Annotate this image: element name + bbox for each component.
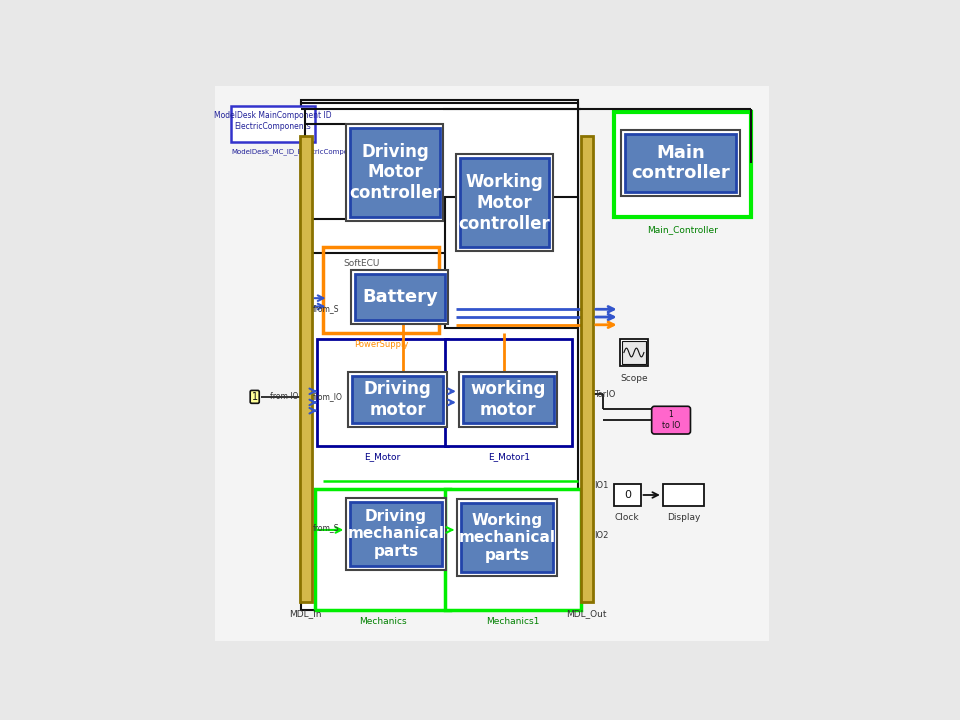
Bar — [614, 484, 640, 506]
Bar — [457, 500, 557, 576]
Text: Mechanics1: Mechanics1 — [486, 617, 540, 626]
Text: Clock: Clock — [615, 513, 639, 522]
Text: MDL_Out: MDL_Out — [566, 608, 607, 618]
Bar — [318, 339, 447, 446]
Bar — [581, 136, 593, 602]
Text: Display: Display — [667, 513, 700, 522]
Text: Battery: Battery — [362, 288, 438, 306]
Bar — [348, 372, 447, 427]
Text: from_IO: from_IO — [313, 392, 343, 401]
Bar — [352, 377, 444, 423]
Bar — [619, 338, 648, 366]
Text: IO2: IO2 — [594, 531, 609, 540]
Bar — [323, 247, 440, 333]
Text: 0: 0 — [624, 490, 631, 500]
Text: ModelDesk MainComponent ID
ElectricComponents: ModelDesk MainComponent ID ElectricCompo… — [214, 112, 332, 131]
Bar — [350, 127, 440, 217]
Text: from_S: from_S — [313, 304, 340, 312]
Text: 1: 1 — [252, 392, 258, 402]
Bar — [459, 372, 558, 427]
Text: MDL_In: MDL_In — [290, 608, 322, 618]
Text: Scope: Scope — [620, 374, 648, 382]
FancyBboxPatch shape — [652, 406, 690, 434]
Text: Main_Controller: Main_Controller — [647, 225, 718, 234]
Bar — [347, 124, 444, 221]
Text: Driving
Motor
controller: Driving Motor controller — [349, 143, 441, 202]
Text: SoftECU: SoftECU — [344, 259, 380, 269]
Bar — [350, 502, 443, 566]
Text: Main
controller: Main controller — [631, 143, 730, 182]
Bar — [300, 103, 578, 253]
Bar — [662, 484, 705, 506]
Bar — [300, 136, 312, 602]
Text: PowerSupply: PowerSupply — [354, 340, 408, 348]
Bar — [463, 377, 554, 423]
Text: 1
to IO: 1 to IO — [662, 410, 681, 430]
Text: Working
Motor
controller: Working Motor controller — [458, 173, 550, 233]
Text: Mechanics: Mechanics — [359, 617, 406, 626]
Bar — [461, 503, 553, 572]
Bar — [355, 274, 444, 320]
Bar — [444, 197, 578, 328]
Bar — [625, 133, 736, 192]
Text: E_Motor: E_Motor — [365, 452, 400, 462]
Text: TorIO: TorIO — [594, 390, 615, 399]
Text: from IO: from IO — [271, 392, 299, 401]
Text: IO1: IO1 — [594, 481, 609, 490]
Text: Working
mechanical
parts: Working mechanical parts — [459, 513, 556, 562]
Bar — [231, 106, 315, 142]
Bar — [444, 339, 572, 446]
Text: E_Motor1: E_Motor1 — [488, 452, 530, 462]
Bar — [300, 100, 578, 611]
Bar — [621, 130, 740, 196]
Text: Driving
mechanical
parts: Driving mechanical parts — [348, 509, 444, 559]
Bar — [460, 158, 549, 248]
Bar — [347, 498, 446, 570]
Text: Driving
motor: Driving motor — [364, 380, 432, 419]
Bar — [614, 112, 752, 217]
Bar — [622, 341, 645, 364]
Bar — [456, 154, 553, 251]
Bar — [351, 270, 448, 324]
Bar — [444, 490, 581, 611]
Text: working
motor: working motor — [470, 380, 546, 419]
Text: ModelDesk_MC_ID_ElectricComponents: ModelDesk_MC_ID_ElectricComponents — [231, 148, 368, 156]
Bar — [315, 490, 450, 611]
Text: from_S: from_S — [313, 523, 340, 531]
